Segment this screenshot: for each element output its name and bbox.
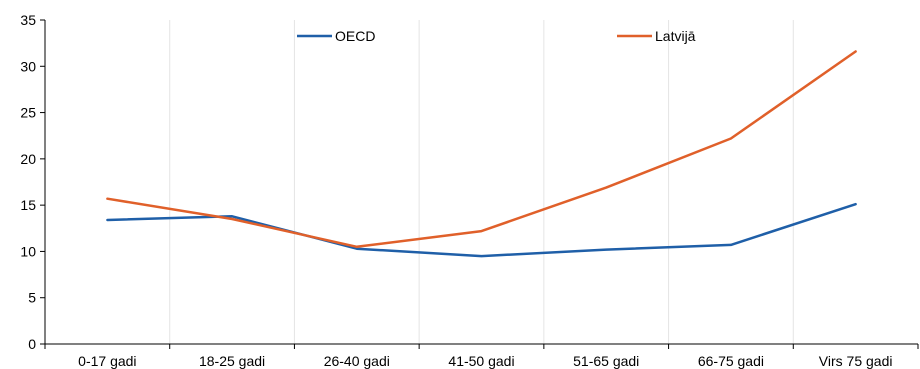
legend-label: OECD [335,28,375,44]
y-tick-label: 35 [20,12,36,28]
x-tick-label: 41-50 gadi [448,353,514,369]
y-tick-label: 5 [28,290,36,306]
series-line-latvija [106,50,857,249]
y-tick-label: 30 [20,58,36,74]
y-tick-label: 25 [20,105,36,121]
y-tick-label: 15 [20,197,36,213]
x-tick-label: 51-65 gadi [573,353,639,369]
x-tick-label: 18-25 gadi [199,353,265,369]
axis-layer: 0 5 10 15 20 25 30 35 0-17 gadi 18-25 gadi 26-40 g… [20,12,919,369]
y-tick-label: 10 [20,243,36,259]
legend-label: Latvijā [655,28,696,44]
legend: OECD Latvijā [297,28,696,44]
x-tick-label: 0-17 gadi [78,353,136,369]
x-tick-label: 26-40 gadi [324,353,390,369]
series-layer [106,50,857,258]
grid-layer [169,20,794,344]
x-tick-label: Virs 75 gadi [819,353,893,369]
y-tick-label: 20 [20,151,36,167]
x-tick-label: 66-75 gadi [698,353,764,369]
y-tick-label: 0 [28,336,36,352]
